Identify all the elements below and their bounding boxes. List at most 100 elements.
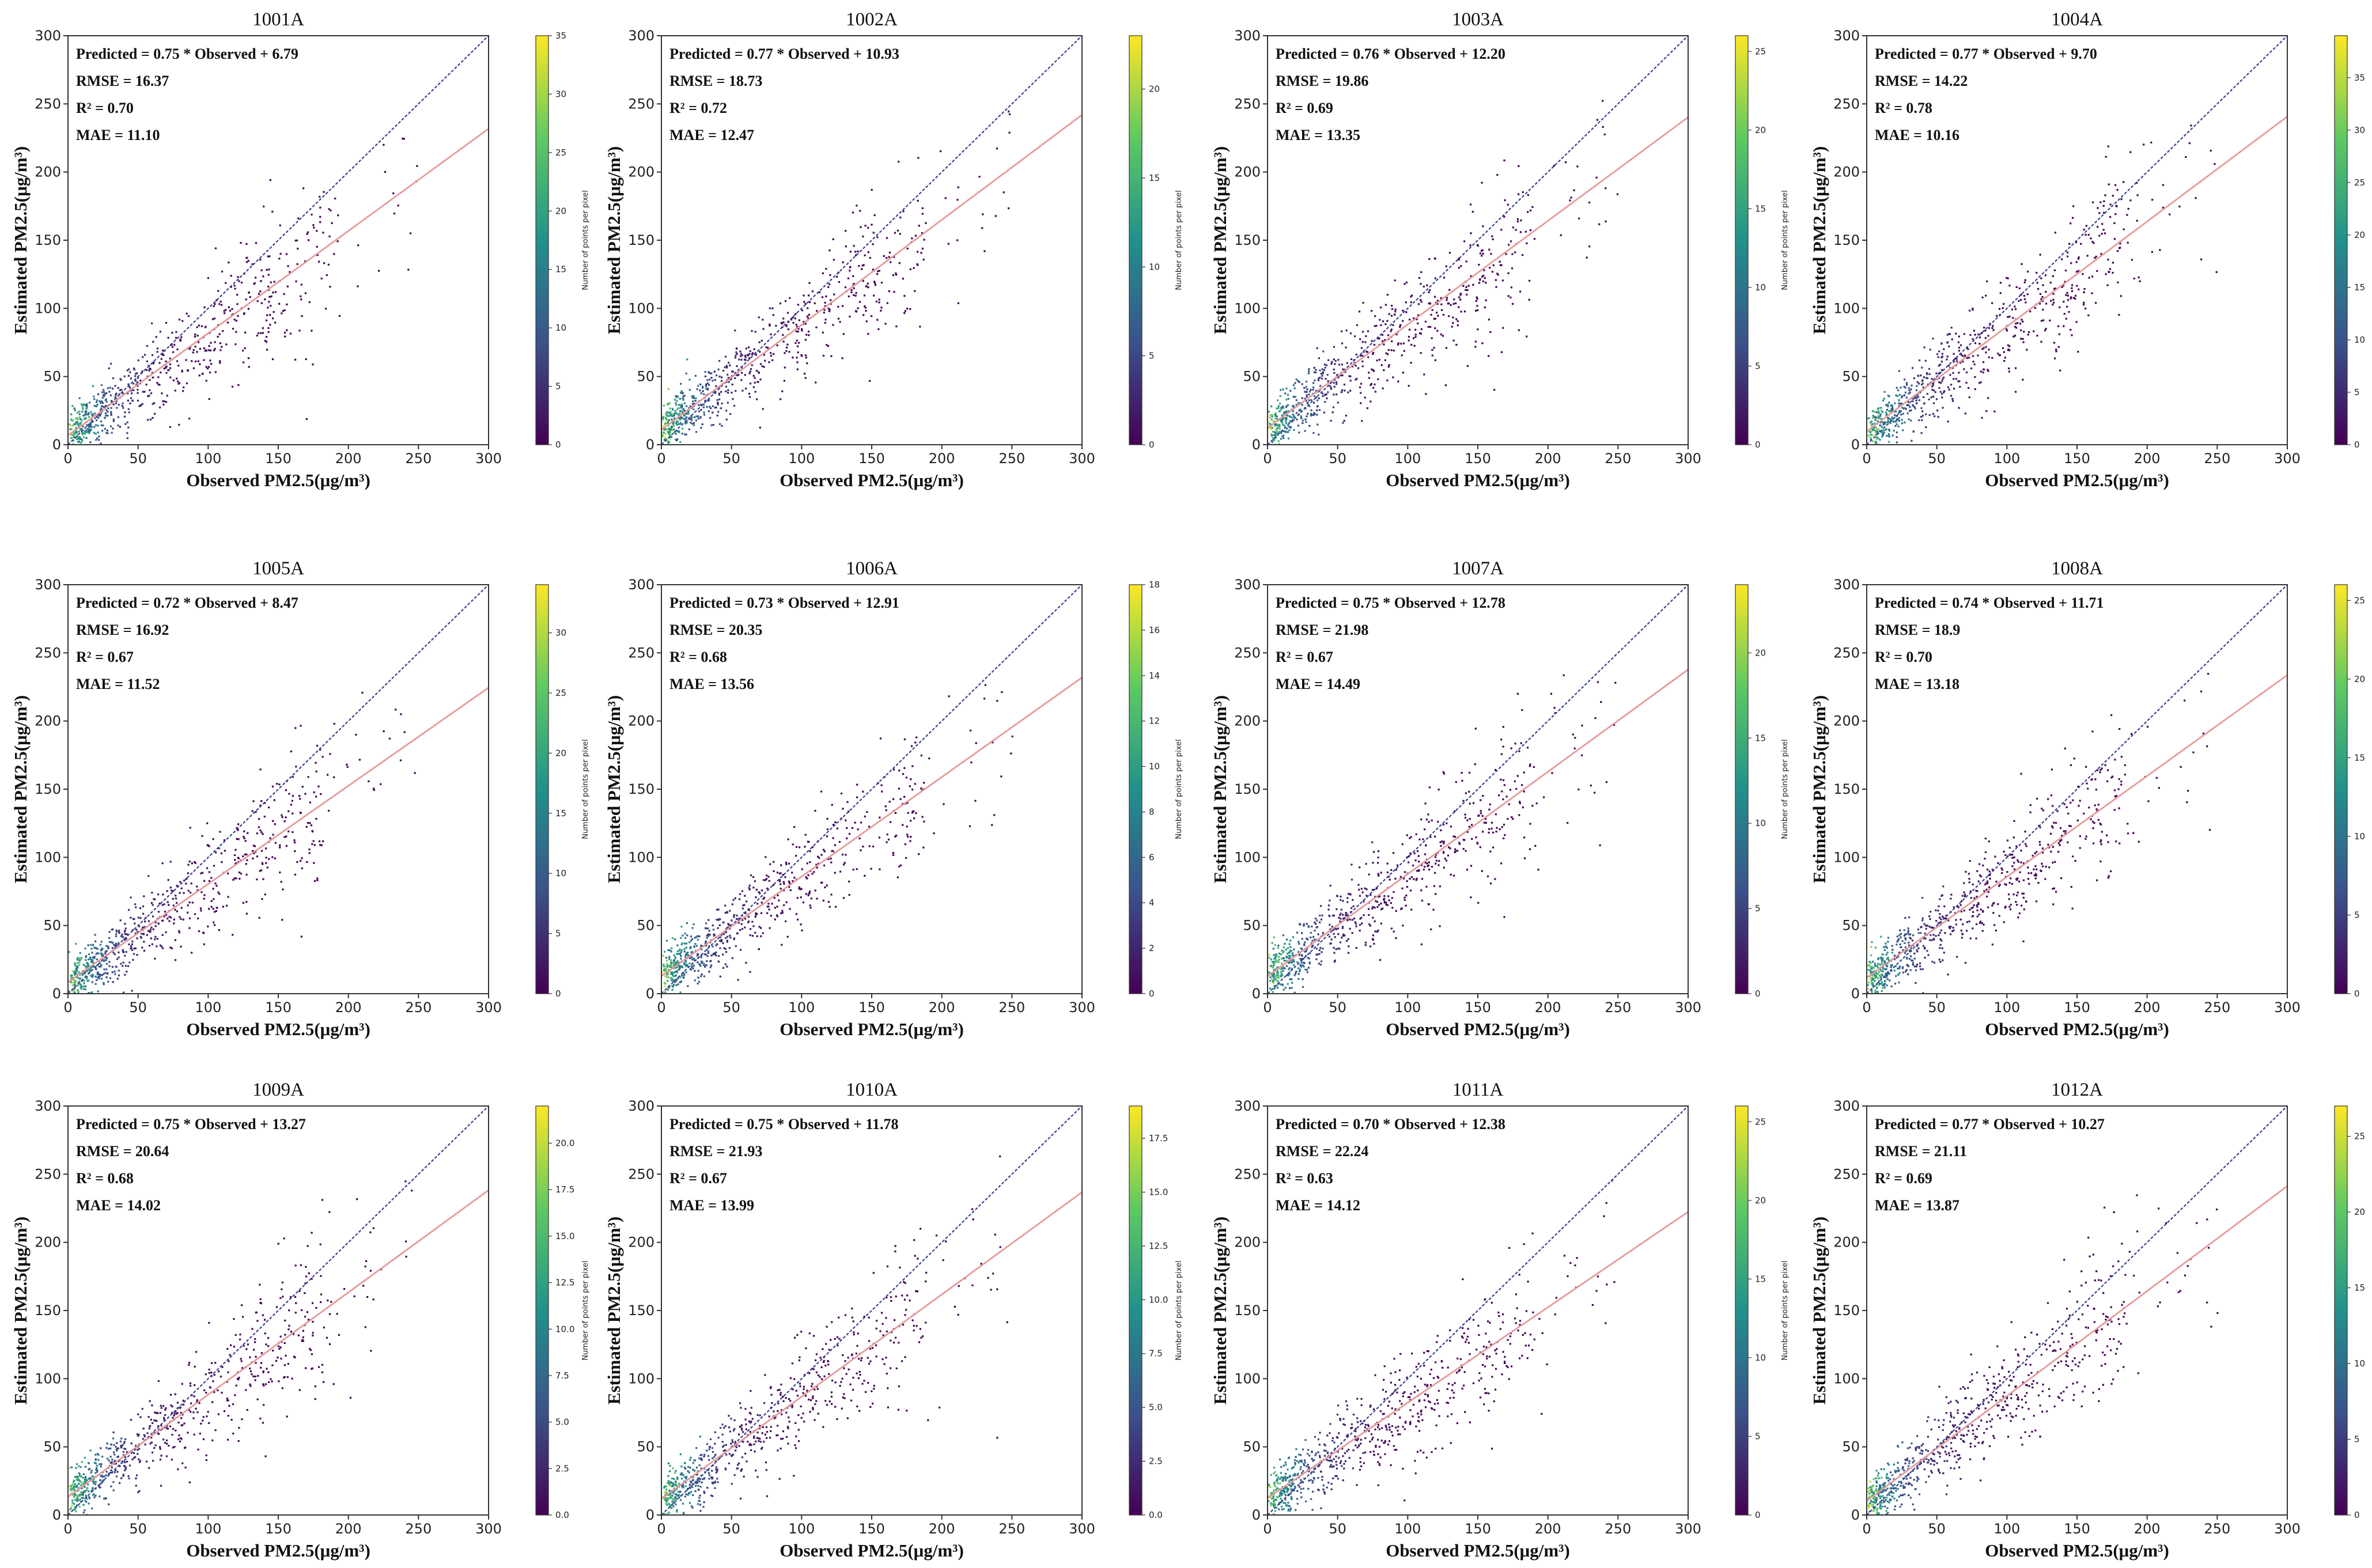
data-point bbox=[270, 838, 271, 839]
data-point bbox=[202, 373, 203, 374]
data-point bbox=[725, 963, 727, 965]
data-point bbox=[2016, 286, 2018, 288]
data-point bbox=[695, 397, 697, 399]
data-point bbox=[872, 243, 874, 245]
data-point bbox=[682, 433, 683, 434]
data-point bbox=[162, 404, 164, 406]
data-point bbox=[2131, 259, 2133, 260]
y-tick-label: 50 bbox=[1243, 369, 1261, 385]
data-point bbox=[677, 950, 679, 952]
data-point bbox=[855, 295, 857, 297]
data-point bbox=[716, 374, 717, 376]
data-point bbox=[142, 391, 144, 393]
data-point bbox=[699, 964, 701, 965]
stat-line: R² = 0.78 bbox=[1875, 100, 1932, 116]
data-point bbox=[1878, 407, 1879, 409]
data-point bbox=[710, 967, 712, 968]
data-point bbox=[1507, 272, 1509, 274]
data-point bbox=[1296, 378, 1297, 380]
data-point bbox=[1321, 378, 1323, 380]
data-point bbox=[1923, 376, 1925, 378]
data-point bbox=[158, 911, 160, 912]
data-point bbox=[124, 933, 126, 935]
data-point bbox=[1988, 327, 1990, 329]
data-point bbox=[2214, 163, 2215, 165]
data-point bbox=[1445, 384, 1447, 386]
data-point bbox=[237, 276, 239, 278]
data-point bbox=[1871, 434, 1873, 436]
data-point bbox=[69, 429, 71, 430]
data-point bbox=[109, 977, 111, 979]
data-point bbox=[898, 770, 900, 771]
data-point bbox=[849, 833, 850, 835]
data-point bbox=[2118, 314, 2120, 316]
data-point bbox=[1966, 382, 1968, 384]
data-point bbox=[705, 376, 706, 377]
data-point bbox=[259, 870, 261, 872]
data-point bbox=[1888, 395, 1890, 397]
data-point bbox=[1274, 414, 1276, 415]
data-point bbox=[346, 764, 347, 766]
data-point bbox=[729, 413, 731, 415]
data-point bbox=[864, 294, 865, 296]
data-point bbox=[785, 325, 787, 327]
data-point bbox=[1342, 900, 1344, 902]
data-point bbox=[1943, 390, 1945, 392]
data-point bbox=[2024, 282, 2026, 283]
data-point bbox=[149, 389, 150, 391]
data-point bbox=[311, 824, 312, 826]
data-point bbox=[1275, 433, 1277, 435]
data-point bbox=[748, 393, 750, 395]
data-point bbox=[323, 191, 324, 193]
data-point bbox=[2110, 203, 2112, 205]
data-point bbox=[248, 357, 249, 359]
data-point bbox=[283, 293, 285, 295]
data-point bbox=[822, 332, 824, 334]
data-point bbox=[822, 296, 823, 298]
data-point bbox=[81, 957, 82, 959]
data-point bbox=[1956, 361, 1958, 362]
data-point bbox=[1371, 310, 1372, 312]
data-point bbox=[170, 887, 172, 888]
data-point bbox=[800, 354, 802, 356]
data-point bbox=[1477, 309, 1478, 311]
data-point bbox=[867, 333, 869, 335]
data-point bbox=[2020, 338, 2022, 340]
data-point bbox=[786, 347, 788, 349]
data-point bbox=[172, 346, 173, 348]
data-point bbox=[1455, 781, 1457, 783]
data-point bbox=[666, 960, 668, 961]
data-point bbox=[185, 883, 187, 884]
data-point bbox=[257, 300, 259, 302]
data-point bbox=[1519, 801, 1520, 802]
data-point bbox=[854, 251, 856, 253]
data-point bbox=[290, 804, 292, 805]
data-point bbox=[1340, 896, 1341, 897]
data-point bbox=[842, 262, 844, 263]
data-point bbox=[869, 257, 871, 259]
data-point bbox=[1316, 410, 1318, 411]
data-point bbox=[158, 362, 160, 363]
data-point bbox=[1876, 429, 1878, 431]
data-point bbox=[133, 389, 134, 391]
data-point bbox=[1484, 822, 1485, 824]
data-point bbox=[1341, 363, 1343, 365]
data-point bbox=[1933, 402, 1935, 404]
data-point bbox=[1419, 332, 1421, 334]
data-point bbox=[1283, 950, 1285, 952]
y-tick-label: 100 bbox=[628, 300, 655, 316]
data-point bbox=[793, 322, 795, 324]
data-point bbox=[1280, 395, 1281, 397]
data-point bbox=[691, 959, 693, 960]
data-point bbox=[304, 793, 306, 795]
data-point bbox=[143, 950, 145, 952]
data-point bbox=[317, 786, 319, 787]
data-point bbox=[90, 944, 92, 946]
data-point bbox=[120, 963, 122, 964]
data-point bbox=[238, 281, 240, 282]
data-point bbox=[1280, 953, 1282, 955]
data-point bbox=[173, 344, 175, 346]
data-point bbox=[152, 341, 154, 343]
data-point bbox=[1455, 850, 1457, 852]
data-point bbox=[806, 877, 808, 879]
